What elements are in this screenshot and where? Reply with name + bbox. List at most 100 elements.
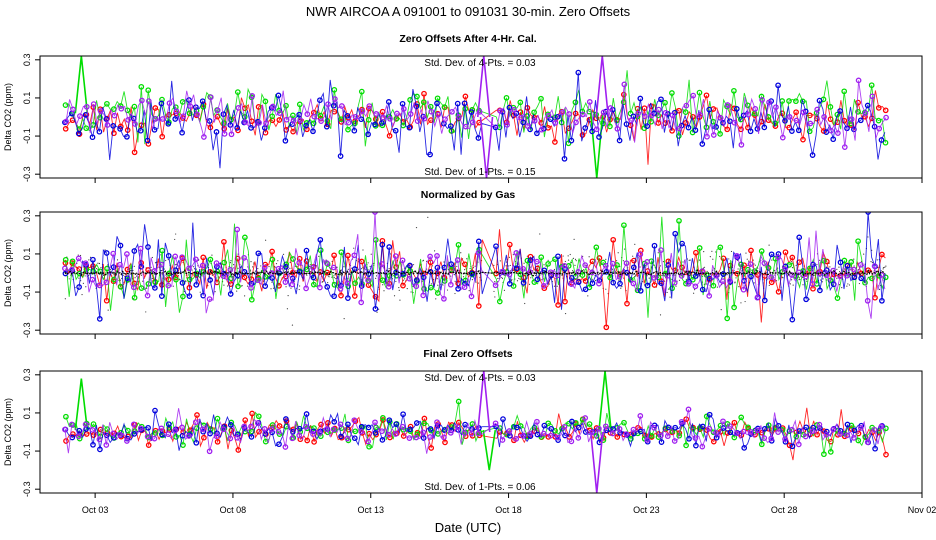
data-point bbox=[692, 435, 699, 441]
x-tick-label: Oct 18 bbox=[495, 505, 522, 515]
data-point bbox=[747, 261, 754, 267]
data-point bbox=[596, 425, 602, 432]
bg-dot bbox=[109, 269, 112, 271]
data-point bbox=[731, 119, 738, 126]
bg-dot bbox=[399, 299, 401, 301]
y-tick-label: -0.3 bbox=[22, 322, 32, 338]
bg-dot bbox=[588, 256, 590, 258]
data-point bbox=[699, 423, 706, 430]
data-point bbox=[782, 266, 788, 273]
bg-dot bbox=[398, 289, 400, 291]
bg-dot bbox=[191, 269, 193, 271]
bg-dot bbox=[415, 226, 418, 229]
bg-dot bbox=[705, 283, 707, 285]
data-point bbox=[841, 144, 848, 150]
data-point bbox=[144, 292, 151, 299]
data-point bbox=[151, 435, 158, 442]
data-point bbox=[248, 296, 255, 303]
bg-dot bbox=[706, 270, 708, 273]
data-point bbox=[506, 104, 513, 111]
bg-dot bbox=[510, 279, 513, 282]
data-point bbox=[90, 101, 97, 107]
bg-dot bbox=[821, 281, 824, 283]
bg-dot bbox=[691, 274, 693, 276]
bg-dot bbox=[659, 314, 662, 316]
data-point bbox=[180, 293, 186, 300]
bg-dot bbox=[364, 277, 366, 279]
data-point bbox=[492, 124, 499, 131]
data-point bbox=[469, 119, 476, 126]
bg-dot bbox=[134, 277, 136, 279]
bg-dot bbox=[882, 267, 885, 269]
data-point bbox=[851, 266, 857, 273]
data-point bbox=[220, 426, 227, 433]
data-point bbox=[365, 438, 371, 445]
bg-dot bbox=[689, 259, 691, 261]
bg-dot bbox=[753, 282, 755, 284]
data-point bbox=[789, 272, 795, 278]
data-point bbox=[351, 435, 358, 442]
bg-dot bbox=[567, 255, 569, 257]
data-point bbox=[637, 413, 644, 419]
data-point bbox=[531, 117, 538, 124]
bg-dot bbox=[768, 244, 770, 246]
bg-dot bbox=[431, 265, 434, 267]
bg-dot bbox=[838, 284, 840, 286]
data-point bbox=[610, 279, 617, 286]
data-point bbox=[621, 419, 627, 426]
data-point bbox=[180, 113, 187, 120]
data-point bbox=[600, 259, 607, 266]
data-point bbox=[768, 251, 775, 258]
bg-dot bbox=[318, 255, 320, 257]
data-point bbox=[492, 282, 499, 289]
data-point bbox=[420, 99, 427, 106]
data-point bbox=[759, 97, 765, 103]
data-point bbox=[609, 260, 616, 267]
data-point bbox=[290, 128, 296, 135]
data-point bbox=[104, 426, 111, 432]
data-point bbox=[637, 95, 644, 102]
data-point bbox=[330, 426, 337, 433]
data-point bbox=[249, 93, 256, 99]
data-point bbox=[89, 427, 96, 433]
data-point bbox=[575, 424, 582, 431]
data-point bbox=[527, 253, 534, 260]
data-point bbox=[834, 295, 841, 301]
data-point bbox=[317, 284, 323, 291]
data-point bbox=[235, 283, 241, 290]
bg-dot bbox=[331, 276, 333, 278]
bg-dot bbox=[745, 252, 747, 254]
data-point bbox=[227, 291, 234, 297]
data-point bbox=[172, 427, 179, 434]
bg-dot bbox=[122, 272, 125, 275]
bg-dot bbox=[327, 275, 329, 277]
data-point bbox=[221, 238, 227, 245]
data-point bbox=[683, 119, 689, 126]
bg-dot bbox=[96, 267, 98, 270]
bg-dot bbox=[508, 256, 511, 258]
data-point bbox=[851, 427, 858, 434]
data-point bbox=[865, 267, 871, 274]
bg-dot bbox=[858, 282, 860, 285]
bg-dot bbox=[493, 264, 495, 267]
data-point bbox=[193, 281, 200, 288]
data-point bbox=[193, 439, 200, 446]
data-point bbox=[338, 292, 344, 299]
data-point bbox=[152, 285, 158, 291]
data-point bbox=[844, 432, 850, 439]
data-point bbox=[311, 439, 317, 445]
bg-dot bbox=[693, 292, 695, 294]
bg-dot bbox=[370, 253, 372, 255]
data-point bbox=[455, 398, 462, 405]
data-point bbox=[520, 119, 527, 126]
plot-frame bbox=[39, 370, 923, 494]
bg-dot bbox=[192, 266, 195, 268]
data-point bbox=[420, 429, 427, 436]
spike-line bbox=[589, 431, 604, 493]
data-point bbox=[475, 430, 482, 437]
bg-dot bbox=[353, 247, 355, 249]
data-point bbox=[131, 294, 138, 301]
bg-dot bbox=[412, 271, 415, 273]
bg-dot bbox=[499, 260, 501, 262]
data-point bbox=[741, 445, 748, 451]
